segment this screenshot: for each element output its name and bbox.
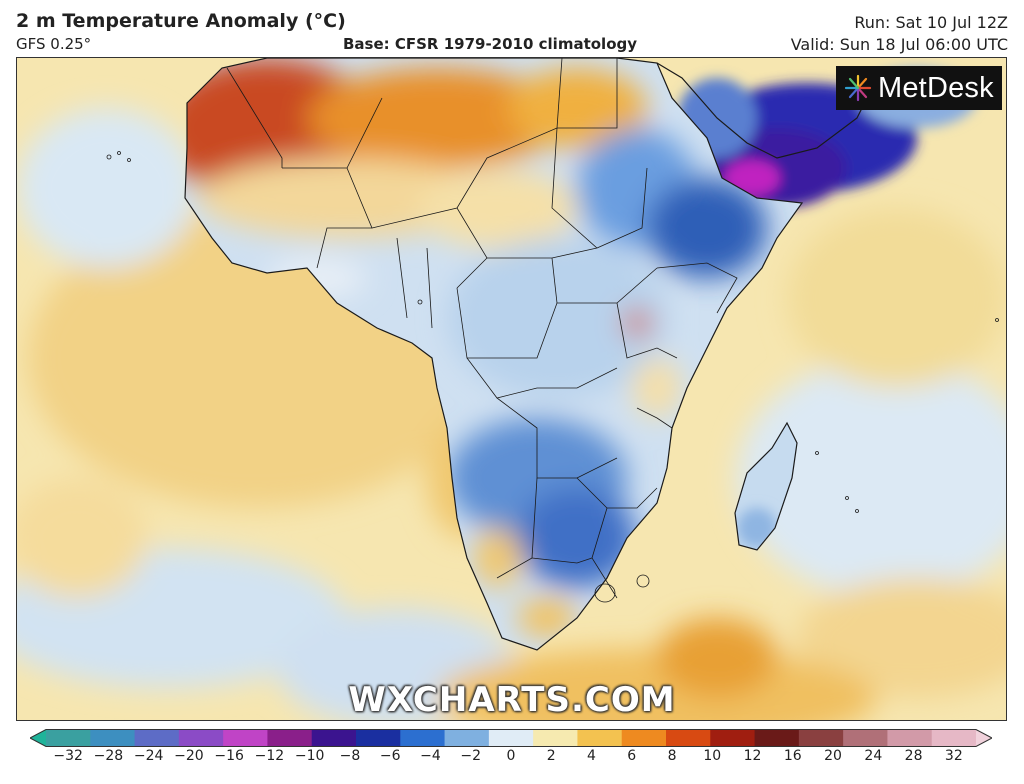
colorbar-tick-labels: −32 −28 −24 −20 −16 −12 −10 −8 −6 −4 −2 0 2 4 6 8 10 12 16… — [0, 748, 1024, 772]
colorbar-segment — [223, 729, 269, 747]
colorbar-tick-label: 2 — [546, 748, 556, 764]
colorbar-segment — [46, 729, 91, 747]
watermark: WXCHARTS.COM — [348, 680, 676, 720]
colorbar-tick-label: 10 — [703, 748, 722, 764]
metdesk-logo: MetDesk — [836, 66, 1002, 110]
colorbar-tick-label: −28 — [93, 748, 124, 764]
colorbar — [30, 729, 992, 747]
ocean-anomaly-field — [17, 108, 1006, 720]
colorbar-tick-label: 32 — [944, 748, 963, 764]
anomaly-map-svg — [17, 58, 1006, 720]
colorbar-segment — [267, 729, 313, 747]
colorbar-segment — [356, 729, 401, 747]
colorbar-segment — [134, 729, 180, 747]
colorbar-tick-label: 24 — [864, 748, 883, 764]
colorbar-outline — [30, 729, 992, 747]
colorbar-extend-high — [976, 729, 992, 747]
colorbar-tick-label: 16 — [783, 748, 802, 764]
colorbar-segment — [710, 729, 756, 747]
colorbar-segment — [488, 729, 534, 747]
colorbar-segment — [754, 729, 800, 747]
colorbar-tick-label: 8 — [667, 748, 677, 764]
colorbar-segment — [577, 729, 623, 747]
colorbar-segment — [178, 729, 224, 747]
colorbar-segment — [533, 729, 579, 747]
colorbar-segment — [400, 729, 446, 747]
colorbar-tick-label: 12 — [743, 748, 762, 764]
logo-text: MetDesk — [878, 71, 994, 104]
climatology-base-label: Base: CFSR 1979-2010 climatology — [343, 35, 638, 53]
chart-title: 2 m Temperature Anomaly (°C) — [16, 10, 346, 32]
colorbar-segment — [444, 729, 490, 747]
colorbar-tick-label: −2 — [460, 748, 482, 764]
anomaly-map — [16, 57, 1007, 721]
colorbar-tick-label: 6 — [627, 748, 637, 764]
colorbar-tick-label: −32 — [53, 748, 83, 764]
colorbar-tick-label: 28 — [904, 748, 923, 764]
colorbar-segment — [931, 729, 977, 747]
colorbar-extend-low — [30, 729, 46, 747]
colorbar-tick-label: −6 — [379, 748, 401, 764]
valid-time-label: Valid: Sun 18 Jul 06:00 UTC — [790, 35, 1008, 54]
colorbar-tick-label: −20 — [174, 748, 204, 764]
colorbar-segment — [90, 729, 136, 747]
islands — [106, 151, 999, 513]
country-borders — [226, 58, 738, 603]
colorbar-tick-label: −10 — [294, 748, 325, 764]
coastlines — [184, 58, 878, 651]
colorbar-tick-label: 4 — [587, 748, 596, 764]
colorbar-tick-label: −12 — [254, 748, 285, 764]
colorbar-segment — [843, 729, 889, 747]
colorbar-segment — [621, 729, 667, 747]
run-time-label: Run: Sat 10 Jul 12Z — [854, 13, 1008, 32]
starburst-icon — [844, 74, 872, 102]
colorbar-tick-label: −16 — [214, 748, 244, 764]
colorbar-segment — [311, 729, 357, 747]
colorbar-tick-label: 20 — [824, 748, 842, 764]
colorbar-segment — [666, 729, 711, 747]
colorbar-tick-label: −8 — [339, 748, 361, 764]
colorbar-segment — [798, 729, 844, 747]
colorbar-tick-label: −4 — [420, 748, 441, 764]
colorbar-tick-label: 0 — [506, 748, 516, 764]
colorbar-tick-label: −24 — [133, 748, 164, 764]
colorbar-segment — [887, 729, 933, 747]
model-label: GFS 0.25° — [16, 35, 92, 53]
